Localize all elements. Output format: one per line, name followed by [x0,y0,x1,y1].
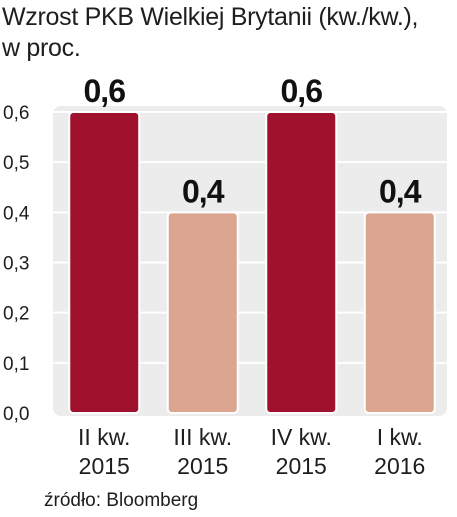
x-tick-label: IV kw. [271,424,332,450]
x-tick-label-year: 2015 [79,453,130,479]
bar [166,211,239,414]
y-tick-label: 0,3 [3,254,29,275]
data-label: 0,6 [84,73,126,109]
y-tick-label: 0,5 [3,153,29,174]
x-tick-label: I kw. [377,424,423,450]
chart-title-line-2: w proc. [2,34,81,62]
bar [363,211,436,414]
data-label: 0,6 [281,73,323,109]
bar [265,111,338,414]
source-note: źródło: Bloomberg [44,490,199,511]
data-label: 0,4 [182,173,225,209]
bar [68,111,141,414]
y-tick-label: 0,1 [3,354,29,375]
plot-background [53,106,447,416]
x-tick-label: II kw. [78,424,130,450]
y-tick-label: 0,2 [3,304,29,325]
y-tick-label: 0,6 [3,103,29,124]
y-tick-label: 0,0 [3,404,29,425]
chart-title: Wzrost PKB Wielkiej Brytanii (kw./kw.), … [2,2,455,64]
data-label: 0,4 [379,173,422,209]
x-tick-label-year: 2015 [276,453,327,479]
x-tick-label: III kw. [173,424,232,450]
x-tick-label-year: 2016 [374,453,425,479]
y-tick-label: 0,4 [3,203,30,224]
chart-title-line-1: Wzrost PKB Wielkiej Brytanii (kw./kw.), [2,3,419,31]
x-tick-label-year: 2015 [177,453,228,479]
